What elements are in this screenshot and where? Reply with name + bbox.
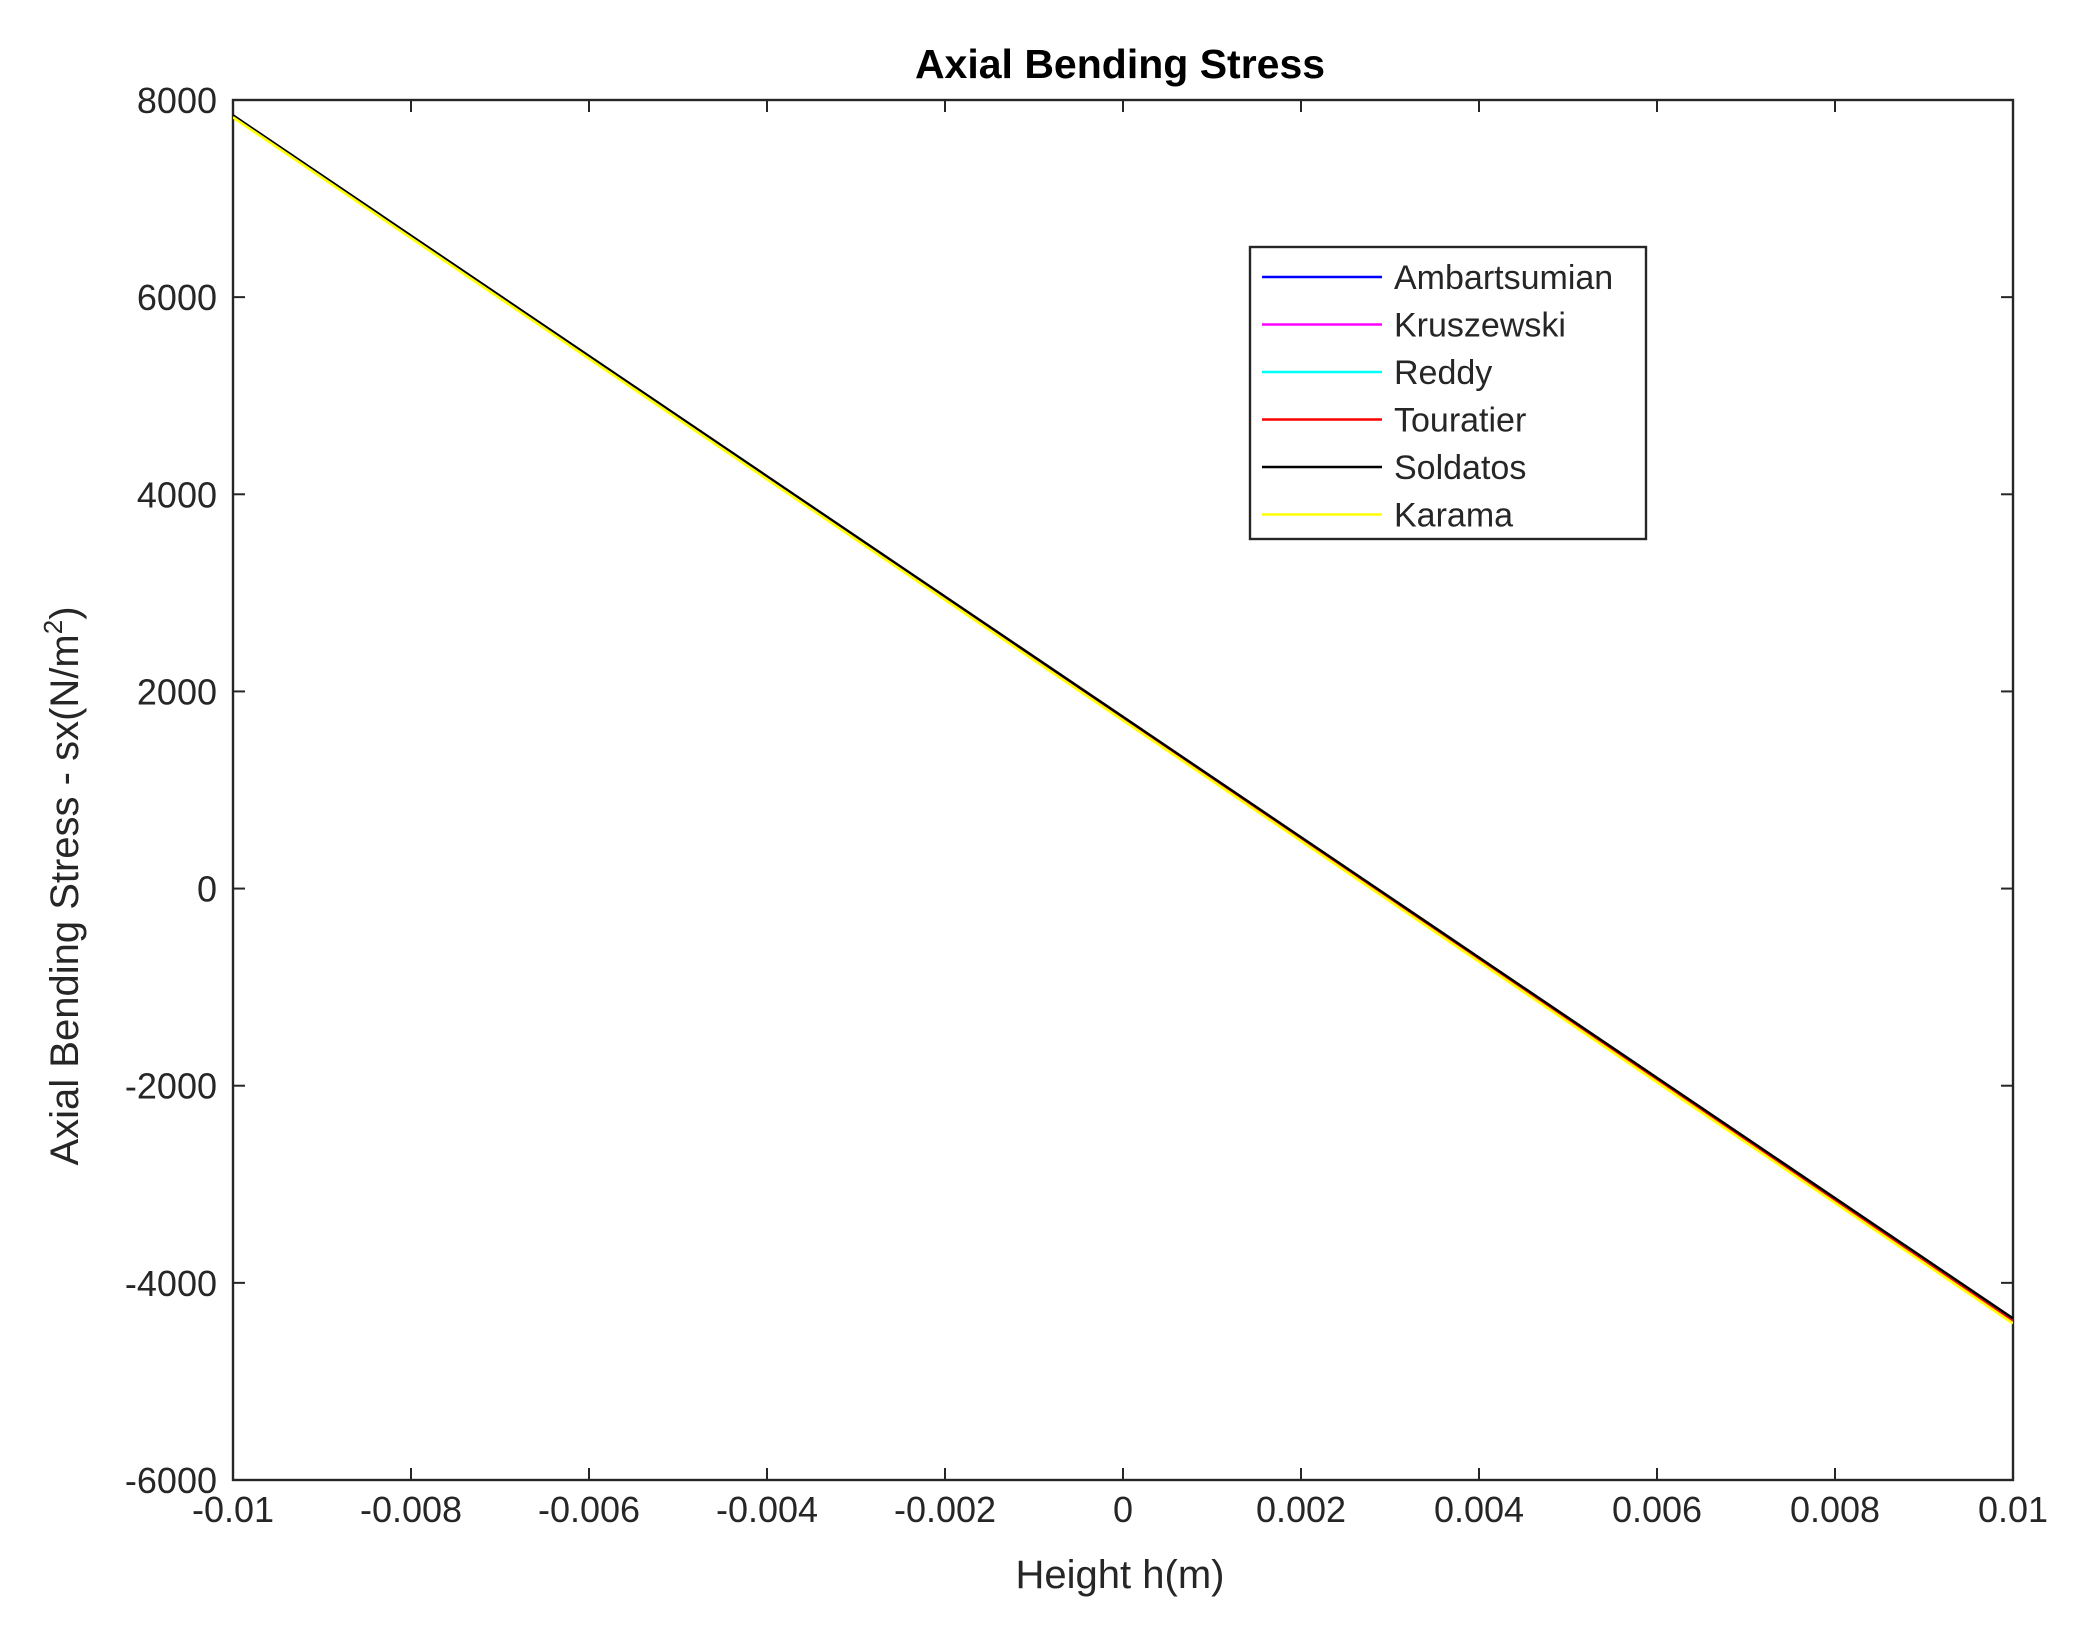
x-tick-label: -0.008 (360, 1489, 462, 1530)
y-axis-label: Axial Bending Stress - sx(N/m2) (38, 606, 87, 1165)
x-axis-label: Height h(m) (1016, 1553, 1225, 1597)
y-tick-label: -4000 (125, 1263, 217, 1304)
y-tick-label: -2000 (125, 1066, 217, 1107)
y-tick-label: 8000 (137, 80, 217, 121)
y-axis-label-superscript: 2 (38, 620, 68, 634)
chart-title: Axial Bending Stress (915, 41, 1325, 87)
legend: Ambartsumian Kruszewski Reddy Touratier Sold… (1248, 245, 1648, 541)
x-tick-label: 0 (1113, 1489, 1133, 1530)
series-layer (233, 114, 2013, 1325)
x-tick-label: 0.006 (1612, 1489, 1702, 1530)
y-axis-label-close: ) (43, 606, 87, 619)
legend-label-karama: Karama (1394, 497, 1513, 535)
series-line-soldatos (233, 114, 2013, 1320)
x-tick-label: 0.01 (1978, 1489, 2048, 1530)
x-tick-label: -0.006 (538, 1489, 640, 1530)
x-tick-label: 0.004 (1434, 1489, 1524, 1530)
x-tick-label: -0.002 (894, 1489, 996, 1530)
legend-label-kruszewski: Kruszewski (1394, 307, 1566, 345)
y-tick-label: 2000 (137, 671, 217, 712)
x-tick-label: -0.004 (716, 1489, 818, 1530)
legend-label-reddy: Reddy (1394, 354, 1492, 392)
y-axis-ticks: -6000 -4000 -2000 0 2000 4000 6000 8000 (125, 80, 2013, 1501)
plot-area (231, 98, 2015, 1482)
plot-frame (231, 98, 2015, 1482)
x-axis-ticks: -0.01 -0.008 -0.006 -0.004 -0.002 0 0.002 0.004… (192, 100, 2048, 1530)
y-tick-label: 0 (197, 869, 217, 910)
y-tick-label: -6000 (125, 1460, 217, 1501)
series-line-karama (233, 116, 2013, 1325)
y-tick-label: 6000 (137, 277, 217, 318)
legend-label-touratier: Touratier (1394, 402, 1526, 440)
x-tick-label: 0.008 (1790, 1489, 1880, 1530)
x-tick-label: -0.01 (192, 1489, 274, 1530)
x-tick-label: 0.002 (1256, 1489, 1346, 1530)
y-tick-label: 4000 (137, 474, 217, 515)
legend-label-soldatos: Soldatos (1394, 449, 1526, 487)
legend-box (1248, 245, 1648, 541)
y-axis-label-main: Axial Bending Stress - sx(N/m (43, 634, 87, 1165)
legend-label-ambartsumian: Ambartsumian (1394, 259, 1613, 297)
